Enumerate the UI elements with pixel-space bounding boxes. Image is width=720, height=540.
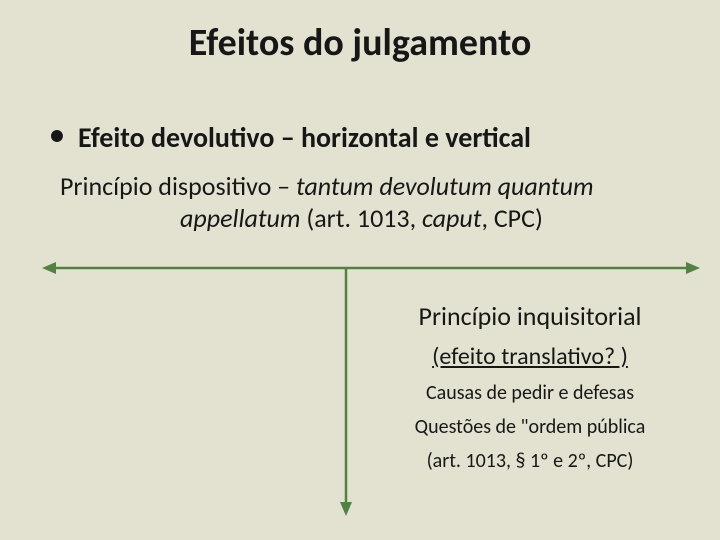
right-column: Princípio inquisitorial (efeito translat… (360, 300, 700, 483)
pt-l2-plain1: (art. 1013, (300, 202, 422, 234)
art-reference: (art. 1013, § 1º e 2º, CPC) (360, 449, 700, 473)
principio-dispositivo-block: Princípio dispositivo – tantum devolutum… (60, 170, 680, 234)
causas-de-pedir: Causas de pedir e defesas (360, 381, 700, 405)
principio-line1: Princípio dispositivo – tantum devolutum… (60, 170, 680, 202)
slide-title: Efeitos do julgamento (0, 20, 720, 66)
pt-l2-italic2: caput (422, 202, 481, 234)
pt-l2-italic1: appellatum (180, 202, 300, 234)
bullet-row: • Efeito devolutivo – horizontal e verti… (50, 120, 531, 155)
pt-l1-italic: tantum devolutum quantum (296, 170, 594, 202)
pt-l2-plain2: , CPC) (481, 202, 542, 234)
bullet-text: Efeito devolutivo – horizontal e vertica… (78, 120, 531, 155)
questoes-ordem-publica: Questões de "ordem pública (360, 415, 700, 439)
principio-inquisitorial: Princípio inquisitorial (360, 300, 700, 332)
principio-line2: appellatum (art. 1013, caput, CPC) (60, 202, 680, 234)
bullet-dot-icon: • (50, 120, 64, 151)
pt-l1-plain: Princípio dispositivo – (60, 170, 296, 202)
efeito-translativo: (efeito translativo? ) (360, 342, 700, 371)
